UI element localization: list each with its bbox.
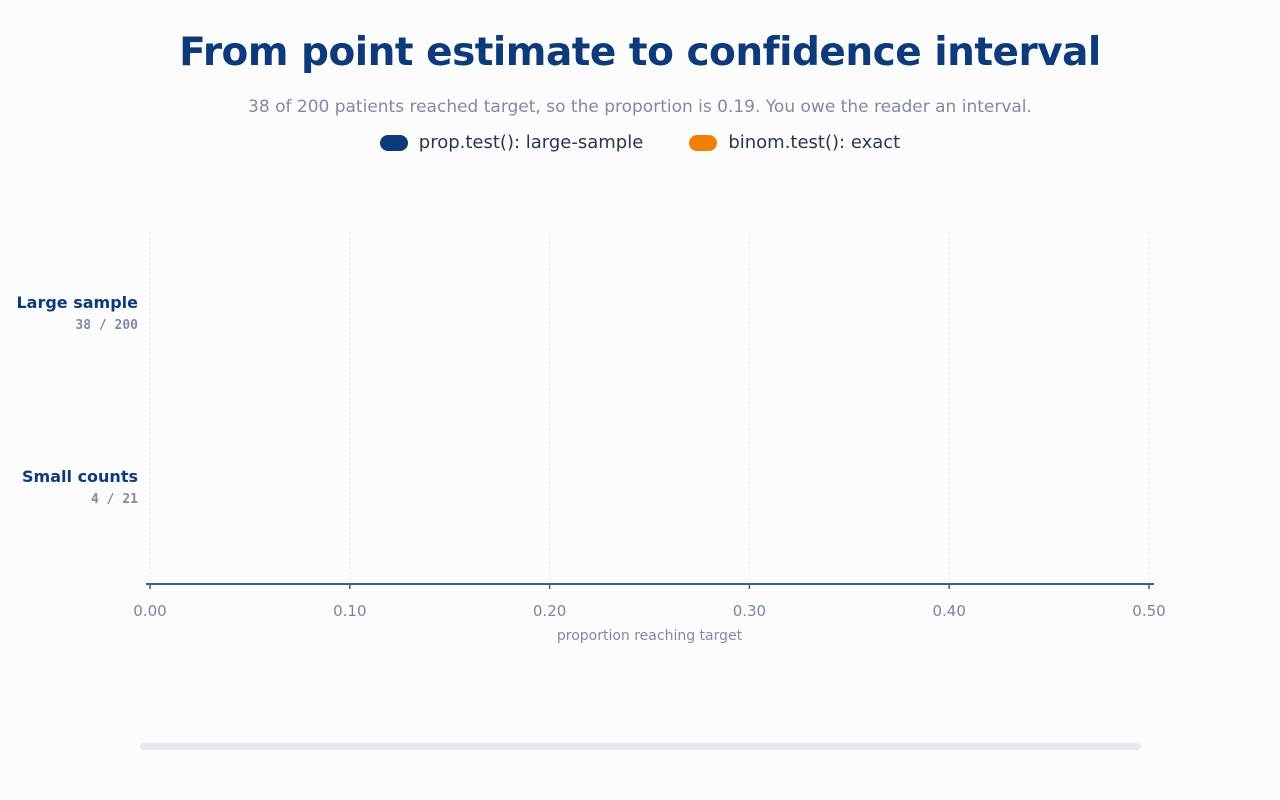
x-axis: 0.00 0.10 0.20 0.30 0.40 0.50 — [133, 583, 1166, 620]
legend-item-binom-test[interactable]: binom.test(): exact — [689, 132, 900, 153]
legend: prop.test(): large-sample binom.test(): … — [0, 132, 1280, 153]
x-tick-label-3: 0.30 — [733, 602, 766, 620]
row-labels: Large sample 38 / 200 Small counts 4 / 21 — [16, 293, 138, 507]
chart-subtitle: 38 of 200 patients reached target, so th… — [248, 97, 1032, 117]
row-label-1: Small counts — [22, 467, 138, 486]
horizontal-scrollbar[interactable] — [140, 743, 1141, 750]
gridlines — [149, 232, 1150, 584]
x-tick-label-1: 0.10 — [333, 602, 366, 620]
chart-title: From point estimate to confidence interv… — [179, 30, 1101, 75]
x-tick-label-4: 0.40 — [932, 602, 965, 620]
x-tick-label-2: 0.20 — [533, 602, 566, 620]
x-axis-title: proportion reaching target — [557, 628, 743, 644]
row-label-0: Large sample — [16, 293, 138, 312]
legend-label-binom-test: binom.test(): exact — [728, 132, 901, 153]
x-tick-label-0: 0.00 — [133, 602, 166, 620]
legend-swatch-prop-test — [379, 134, 408, 151]
legend-swatch-binom-test — [689, 134, 718, 151]
x-tick-label-5: 0.50 — [1132, 602, 1165, 620]
row-count-1: 4 / 21 — [91, 492, 138, 507]
chart-plot: Large sample 38 / 200 Small counts 4 / 21 0… — [16, 232, 1166, 644]
legend-item-prop-test[interactable]: prop.test(): large-sample — [379, 132, 644, 153]
row-count-0: 38 / 200 — [75, 318, 138, 333]
legend-label-prop-test: prop.test(): large-sample — [418, 132, 644, 153]
